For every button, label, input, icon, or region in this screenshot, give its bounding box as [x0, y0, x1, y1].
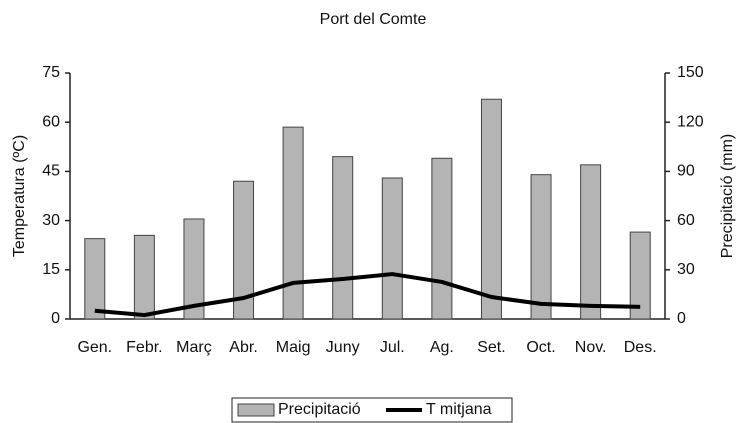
legend-box	[231, 397, 513, 423]
x-tick-label: Nov.	[575, 339, 607, 356]
x-tick-label: Març	[176, 339, 212, 356]
x-tick-label: Des.	[624, 339, 657, 356]
y-tick-label: 30	[42, 212, 60, 229]
y2-tick-label: 30	[677, 261, 695, 278]
y2-tick-label: 90	[677, 163, 695, 180]
bar	[332, 156, 354, 320]
line	[94, 272, 641, 318]
y-tick-label: 0	[51, 310, 60, 327]
x-tick-label: Febr.	[126, 339, 162, 356]
y-axis-title: Temperatura (ºC)	[11, 135, 28, 257]
y-tick-label: 60	[42, 113, 60, 130]
bar	[381, 177, 403, 320]
bar	[84, 238, 106, 320]
x-tick-label: Set.	[477, 339, 505, 356]
bar	[530, 174, 552, 320]
legend-label: T mitjana	[426, 401, 492, 418]
y2-tick-label: 60	[677, 212, 695, 229]
bar	[133, 234, 155, 320]
legend-label: Precipitació	[278, 401, 361, 418]
y2-axis-title: Precipitació (mm)	[719, 134, 736, 258]
bar	[233, 180, 255, 320]
legend-swatch	[237, 403, 275, 417]
y-tick-label: 15	[42, 261, 60, 278]
chart-title: Port del Comte	[320, 11, 427, 28]
bar	[480, 98, 502, 320]
bar	[580, 164, 602, 320]
bar	[282, 126, 304, 320]
x-tick-label: Juny	[326, 339, 360, 356]
bar	[183, 218, 205, 320]
y-tick-label: 45	[42, 163, 60, 180]
y2-tick-label: 0	[677, 310, 686, 327]
bar	[431, 157, 453, 320]
x-tick-label: Gen.	[77, 339, 112, 356]
bar	[629, 231, 651, 320]
x-tick-label: Oct.	[526, 339, 555, 356]
y2-tick-label: 120	[677, 113, 704, 130]
x-tick-label: Ag.	[430, 339, 454, 356]
y2-tick-label: 150	[677, 64, 704, 81]
y-tick-label: 75	[42, 64, 60, 81]
x-tick-label: Maig	[276, 339, 311, 356]
x-tick-label: Jul.	[380, 339, 405, 356]
x-tick-label: Abr.	[229, 339, 257, 356]
